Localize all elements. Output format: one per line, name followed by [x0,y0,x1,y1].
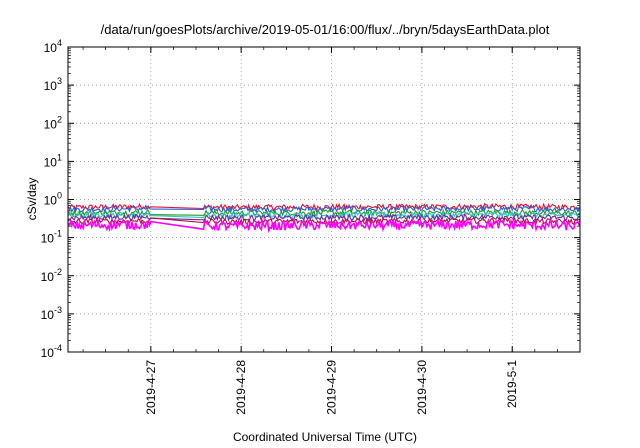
y-tick-label: 10-2 [41,267,62,284]
y-tick-label: 103 [44,76,62,93]
data-series [67,202,581,234]
series-line-5 [67,213,581,223]
x-tick-label: 2019-4-28 [234,360,248,415]
y-tick-exponent: 4 [57,38,62,48]
series-line-2 [67,204,581,214]
y-tick-label: 10-3 [41,305,62,322]
y-tick-label: 10-4 [41,343,62,360]
gridlines [68,47,580,352]
series-line-7 [67,217,581,234]
x-tick-label: 2019-4-27 [144,360,158,415]
y-tick-label: 104 [44,38,62,55]
y-tick-label: 10-1 [41,229,62,246]
y-tick-label: 102 [44,114,62,131]
x-tick-label: 2019-4-30 [415,360,429,415]
chart-title: /data/run/goesPlots/archive/2019-05-01/1… [101,22,550,37]
y-tick-exponent: -2 [54,267,62,277]
y-tick-exponent: 1 [57,152,62,162]
x-axis-label: Coordinated Universal Time (UTC) [233,430,417,444]
y-tick-exponent: 3 [57,76,62,86]
x-tick-label: 2019-5-1 [505,360,519,408]
y-tick-exponent: 0 [57,191,62,201]
y-tick-exponent: -1 [54,229,62,239]
x-axis-ticks: 2019-4-27 2019-4-28 2019-4-29 2019-4-30 2019… [82,47,558,415]
plot-frame [67,46,581,353]
x-tick-label: 2019-4-29 [325,360,339,415]
y-tick-exponent: -4 [54,343,62,353]
y-tick-exponent: 2 [57,114,62,124]
y-axis-label: cSv/day [25,178,39,221]
y-tick-label: 101 [44,152,62,169]
y-tick-label: 100 [44,191,62,208]
series-line-1 [67,202,581,212]
y-tick-exponent: -3 [54,305,62,315]
series-line-4 [67,210,580,220]
